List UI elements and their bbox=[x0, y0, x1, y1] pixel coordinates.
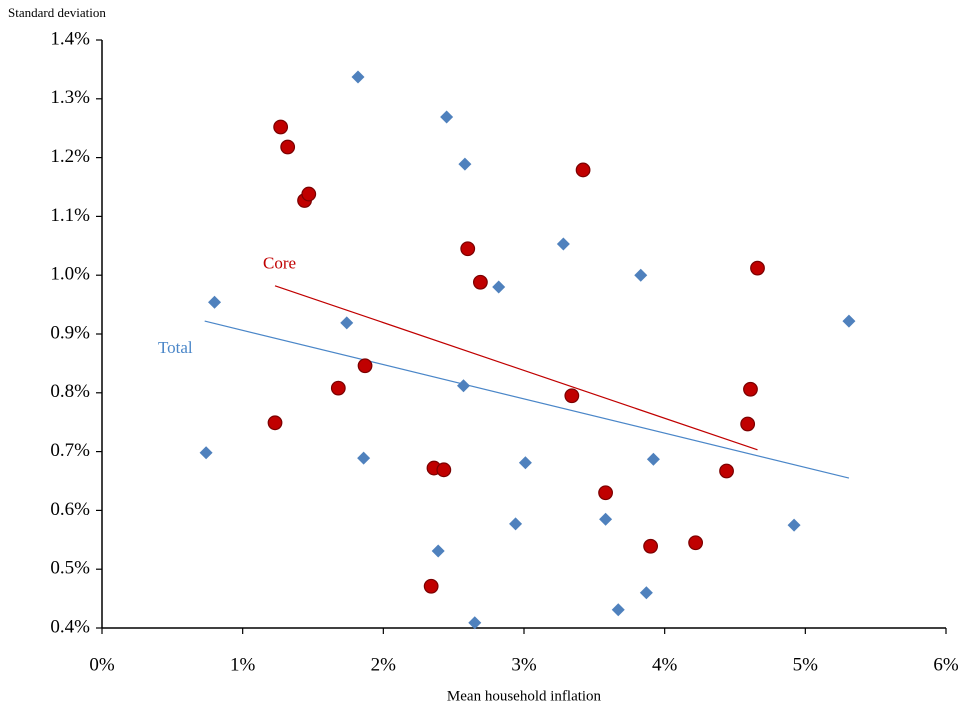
y-tick-label: 1.3% bbox=[50, 87, 90, 108]
trend-line bbox=[274, 285, 758, 451]
trend-line bbox=[204, 320, 850, 479]
data-point bbox=[423, 578, 439, 594]
data-point bbox=[301, 186, 317, 202]
series-label: Core bbox=[263, 254, 296, 273]
data-point bbox=[457, 379, 471, 393]
data-point bbox=[357, 451, 371, 465]
data-point bbox=[743, 381, 758, 397]
data-point bbox=[458, 157, 472, 171]
data-point bbox=[575, 162, 591, 178]
data-point bbox=[330, 380, 346, 396]
x-tick-label: 3% bbox=[511, 654, 537, 675]
data-point bbox=[199, 446, 213, 460]
x-tick-label: 4% bbox=[652, 654, 678, 675]
data-point bbox=[509, 517, 523, 531]
data-point bbox=[842, 314, 856, 328]
data-point bbox=[468, 616, 482, 630]
data-point bbox=[518, 456, 532, 470]
data-point bbox=[280, 139, 296, 155]
x-tick-label: 2% bbox=[371, 654, 397, 675]
data-point bbox=[436, 462, 452, 478]
data-point bbox=[750, 260, 765, 276]
data-point bbox=[472, 274, 488, 290]
data-point bbox=[643, 538, 658, 554]
x-axis-label: Mean household inflation bbox=[447, 688, 602, 704]
data-point bbox=[611, 603, 625, 617]
data-point bbox=[719, 463, 734, 479]
data-point bbox=[787, 518, 801, 532]
data-point bbox=[351, 70, 365, 84]
data-point bbox=[267, 415, 283, 431]
data-point bbox=[460, 241, 476, 257]
x-tick-label: 0% bbox=[89, 654, 115, 675]
x-tick-label: 6% bbox=[933, 654, 959, 675]
y-tick-label: 0.5% bbox=[50, 558, 90, 579]
data-point bbox=[639, 586, 653, 600]
y-tick-label: 1.0% bbox=[50, 264, 90, 285]
y-tick-label: 1.4% bbox=[50, 28, 90, 49]
data-point bbox=[340, 316, 354, 330]
y-axis-label: Standard deviation bbox=[8, 5, 106, 20]
y-tick-label: 0.4% bbox=[50, 616, 90, 637]
x-tick-label: 1% bbox=[230, 654, 256, 675]
data-point bbox=[740, 416, 756, 432]
data-point bbox=[357, 358, 373, 374]
data-point bbox=[492, 280, 506, 294]
data-point bbox=[431, 544, 445, 558]
data-point bbox=[564, 388, 580, 404]
data-point bbox=[646, 452, 660, 466]
data-point bbox=[634, 268, 648, 282]
y-tick-label: 0.8% bbox=[50, 381, 90, 402]
data-point bbox=[599, 512, 613, 526]
data-point bbox=[688, 535, 704, 551]
y-tick-label: 0.9% bbox=[50, 322, 90, 343]
x-tick-label: 5% bbox=[793, 654, 819, 675]
series-label: Total bbox=[158, 338, 193, 357]
data-point bbox=[273, 119, 289, 135]
data-point bbox=[556, 237, 570, 251]
y-tick-label: 0.7% bbox=[50, 440, 90, 461]
data-point bbox=[440, 110, 454, 124]
data-point bbox=[208, 295, 222, 309]
data-point bbox=[598, 485, 613, 501]
y-tick-label: 1.2% bbox=[50, 146, 90, 167]
y-tick-label: 1.1% bbox=[50, 205, 90, 226]
y-tick-label: 0.6% bbox=[50, 499, 90, 520]
